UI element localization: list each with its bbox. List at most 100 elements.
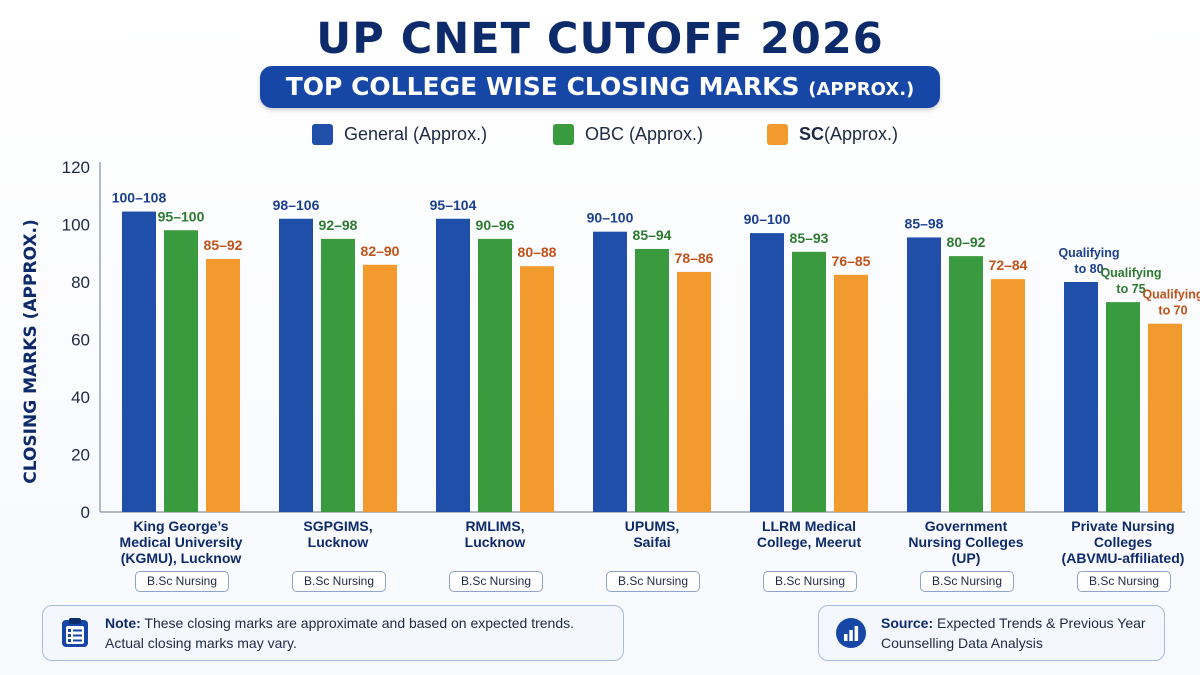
category-label: UPUMS, (625, 518, 679, 534)
category-label: (KGMU), Lucknow (121, 550, 242, 566)
bar (1148, 323, 1182, 512)
data-label: 85–94 (633, 227, 672, 243)
data-label: 80–92 (947, 234, 986, 250)
note-line-2: Actual closing marks may vary. (105, 635, 297, 651)
note-line-1: These closing marks are approximate and … (140, 615, 574, 631)
bar (164, 230, 198, 512)
legend-swatch-sc (767, 124, 788, 145)
category-label: King George’s (133, 518, 228, 534)
category-label: Medical University (120, 534, 243, 550)
subtitle-suffix: (APPROX.) (808, 79, 915, 100)
note-label: Note: (105, 615, 141, 631)
category-tag: B.Sc Nursing (449, 571, 543, 592)
data-label: to 80 (1074, 262, 1103, 276)
note-text: Note: These closing marks are approximat… (105, 613, 574, 653)
bar (750, 233, 784, 512)
y-axis-label: CLOSING MARKS (APPROX.) (21, 219, 41, 483)
chart-legend: General (Approx.) OBC (Approx.) SC (Appr… (0, 124, 1200, 152)
category-label: SGPGIMS, (303, 518, 372, 534)
clipboard-icon (62, 618, 88, 647)
bar (520, 266, 554, 512)
data-label: 95–104 (430, 197, 477, 213)
data-label: 76–85 (832, 253, 871, 269)
category-label: Government (925, 518, 1008, 534)
legend-item-obc: OBC (Approx.) (553, 124, 703, 145)
y-tick-label: 80 (71, 273, 90, 292)
subtitle-banner: TOP COLLEGE WISE CLOSING MARKS (APPROX.) (0, 66, 1200, 108)
bar (949, 256, 983, 512)
y-tick-label: 100 (62, 216, 90, 235)
y-tick-label: 40 (71, 388, 90, 407)
source-box: Source: Expected Trends & Previous Year … (818, 605, 1165, 661)
data-label: 90–100 (587, 210, 634, 226)
category-tag: B.Sc Nursing (606, 571, 700, 592)
category-tag: B.Sc Nursing (763, 571, 857, 592)
bar-chart-icon (836, 618, 866, 648)
category-label: Saifai (633, 534, 670, 550)
category-tag: B.Sc Nursing (1077, 571, 1171, 592)
legend-label-sc-rest: (Approx.) (824, 124, 899, 144)
bar (363, 264, 397, 512)
source-line-2: Counselling Data Analysis (881, 635, 1043, 651)
data-label: 85–93 (790, 230, 829, 246)
source-text: Source: Expected Trends & Previous Year … (881, 613, 1146, 653)
data-label: 82–90 (361, 243, 400, 259)
bar-chart: 0 20 40 60 80 100 120 CLOSING MARKS (APPROX.) 10… (21, 158, 1200, 566)
data-label: to 70 (1158, 304, 1187, 318)
data-label: Qualifying (1100, 266, 1161, 280)
bar (792, 251, 826, 512)
subtitle-main: TOP COLLEGE WISE CLOSING MARKS (285, 72, 800, 101)
bar (907, 237, 941, 512)
bar (593, 231, 627, 512)
page-title: UP CNET CUTOFF 2026 (316, 14, 884, 64)
data-label: Qualifying (1058, 246, 1119, 260)
category-label: (ABVMU-affiliated) (1062, 550, 1185, 566)
bar (635, 248, 669, 512)
legend-item-general: General (Approx.) (312, 124, 487, 145)
note-box: Note: These closing marks are approximat… (42, 605, 624, 661)
bar (321, 238, 355, 512)
legend-label-sc-bold: SC (799, 124, 825, 144)
category-label: RMLIMS, (465, 518, 524, 534)
bar (1064, 282, 1098, 512)
bar (436, 218, 470, 512)
subtitle: TOP COLLEGE WISE CLOSING MARKS (APPROX.) (259, 66, 941, 108)
data-label: 85–98 (905, 215, 944, 231)
y-tick-label: 120 (62, 158, 90, 177)
bar (279, 218, 313, 512)
category-label: Colleges (1094, 534, 1153, 550)
data-label: 90–100 (744, 211, 791, 227)
data-label: 90–96 (476, 217, 515, 233)
y-tick-label: 60 (71, 331, 90, 350)
legend-label-general: General (Approx.) (344, 124, 488, 144)
category-label: Nursing Colleges (908, 534, 1023, 550)
data-label: 78–86 (675, 250, 714, 266)
legend-swatch-general (312, 124, 333, 145)
source-line-1: Expected Trends & Previous Year (933, 615, 1146, 631)
bar (206, 259, 240, 512)
legend-item-sc: SC (Approx.) (767, 124, 898, 145)
category-tag: B.Sc Nursing (292, 571, 386, 592)
source-label: Source: (881, 615, 934, 631)
bar (834, 274, 868, 512)
data-label: to 75 (1116, 282, 1145, 296)
data-label: 98–106 (273, 197, 320, 213)
category-tag: B.Sc Nursing (135, 571, 229, 592)
data-label: 100–108 (112, 190, 167, 206)
legend-swatch-obc (553, 124, 574, 145)
bar (991, 279, 1025, 512)
data-label: Qualifying (1142, 288, 1200, 302)
category-label: Lucknow (465, 534, 526, 550)
category-label: Private Nursing (1071, 518, 1174, 534)
bar (1106, 302, 1140, 512)
y-tick-label: 20 (71, 446, 90, 465)
data-label: 92–98 (319, 217, 358, 233)
category-label: LLRM Medical (762, 518, 856, 534)
bar (478, 238, 512, 512)
data-label: 72–84 (989, 257, 1028, 273)
category-tag: B.Sc Nursing (920, 571, 1014, 592)
y-tick-label: 0 (81, 503, 90, 522)
data-label: 95–100 (158, 208, 205, 224)
legend-label-obc: OBC (Approx.) (585, 124, 704, 144)
category-label: College, Meerut (757, 534, 862, 550)
